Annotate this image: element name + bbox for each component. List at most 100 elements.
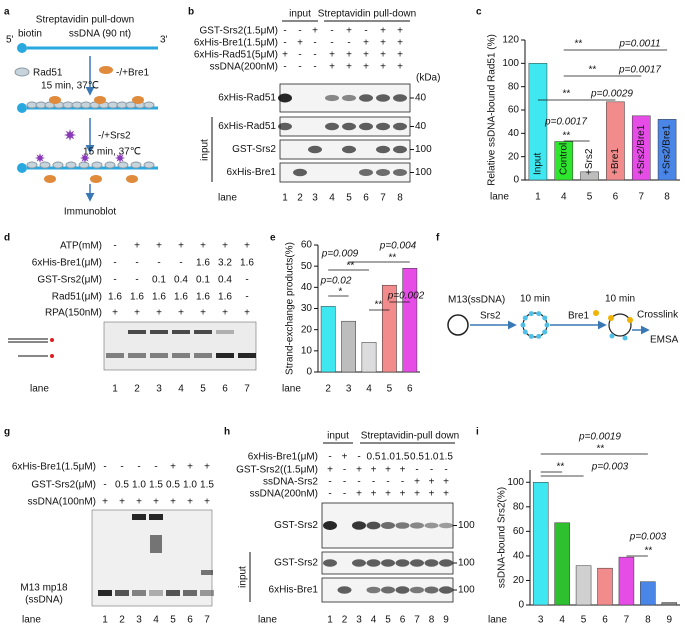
band	[278, 122, 292, 131]
lane-label: lane	[30, 384, 49, 395]
band	[194, 330, 212, 334]
band	[359, 122, 373, 131]
bar	[597, 567, 613, 606]
y-tick-label: 0	[306, 367, 312, 378]
lane-label: lane	[258, 615, 277, 626]
row-value: +	[400, 489, 406, 500]
band	[216, 353, 234, 358]
row-value: 1.6	[108, 292, 122, 303]
blot-label: GST-Srs2	[274, 520, 318, 531]
y-tick-label: 20	[513, 575, 525, 586]
label: Streptavidin-pull down	[361, 431, 459, 442]
x-tick-label: 6	[613, 192, 619, 203]
row-value: +	[187, 462, 193, 473]
row-value: -	[343, 465, 346, 476]
row-value: -	[120, 462, 123, 473]
srs2-dot	[536, 333, 542, 339]
row-label: GST-Srs2((1.5μM)	[236, 465, 318, 476]
row-label: GST-Srs2(μM)	[31, 480, 96, 491]
band	[278, 93, 292, 103]
row-value: +	[329, 50, 335, 61]
row-value: 0.5	[410, 452, 424, 463]
y-tick-label: 40	[301, 282, 313, 293]
row-value: +	[397, 62, 403, 73]
lane-number: 5	[385, 615, 391, 626]
band	[166, 590, 180, 596]
gel	[103, 321, 257, 371]
lane-number: 3	[156, 384, 162, 395]
label: -/+Srs2	[98, 131, 131, 142]
row-value: +	[136, 497, 142, 508]
lane-number: 9	[443, 615, 449, 626]
band	[337, 586, 352, 594]
row-value: +	[244, 241, 250, 252]
row-label: 6xHis-Bre1(1.5μM)	[12, 462, 96, 473]
annotation: **	[562, 89, 571, 100]
row-value: +	[414, 477, 420, 488]
annotation: p=0.002	[387, 291, 425, 302]
bar	[341, 320, 356, 373]
band	[308, 145, 322, 154]
row-value: 1.0	[132, 480, 146, 491]
row-value: +	[327, 465, 333, 476]
row-value: +	[400, 465, 406, 476]
row-value: 0.1	[196, 275, 210, 286]
bar-label: Input	[533, 153, 544, 175]
lane-number: 2	[297, 193, 303, 204]
srs2-dot	[622, 335, 628, 341]
band	[393, 145, 407, 154]
row-value: -	[357, 477, 360, 488]
label: biotin	[18, 29, 42, 40]
row-label: RPA(150nM)	[45, 308, 102, 319]
bar	[532, 482, 549, 606]
rad51-icon	[91, 161, 103, 169]
biotin-bead	[17, 43, 27, 53]
row-value: -	[103, 480, 106, 491]
bar	[320, 306, 336, 373]
row-value: +	[204, 462, 210, 473]
row-value: +	[200, 308, 206, 319]
row-value: 0.1	[152, 275, 166, 286]
band	[323, 559, 337, 567]
label: Streptavidin pull-down	[318, 9, 416, 20]
bar	[575, 565, 592, 606]
x-tick-label: 4	[366, 384, 372, 395]
row-label: GST-Srs2(1.5μM)	[199, 26, 278, 37]
row-value: -	[113, 241, 116, 252]
label-dot	[50, 338, 54, 342]
row-value: -	[364, 26, 367, 37]
row-value: +	[346, 50, 352, 61]
row-label: ssDNA-Srs2	[263, 477, 318, 488]
row-value: +	[178, 308, 184, 319]
band	[325, 94, 339, 102]
band	[128, 330, 146, 334]
y-tick-label: 60	[508, 105, 520, 116]
band	[172, 330, 190, 334]
label: 3'	[160, 35, 168, 46]
band	[132, 514, 146, 520]
y-tick-label: 120	[502, 35, 519, 46]
panel-label: g	[4, 427, 10, 438]
row-value: +	[380, 38, 386, 49]
annotation: **	[644, 546, 653, 557]
blot-label: GST-Srs2	[274, 558, 318, 569]
row-value: +	[222, 308, 228, 319]
x-axis-title: lane	[282, 384, 301, 395]
band	[381, 586, 395, 594]
label: Bre1	[568, 311, 590, 322]
band	[98, 590, 112, 596]
lane-number: 7	[204, 615, 210, 626]
row-value: +	[170, 497, 176, 508]
band	[342, 94, 356, 102]
blot-label: GST-Srs2	[232, 144, 276, 155]
bar	[382, 284, 397, 373]
bar	[606, 101, 625, 181]
row-value: 1.6	[218, 292, 232, 303]
row-value: -	[113, 275, 116, 286]
row-value: 1.6	[240, 258, 254, 269]
panel-label: c	[476, 7, 482, 18]
bre1-dot	[608, 315, 614, 321]
y-tick-label: 0	[518, 600, 524, 611]
x-tick-label: 6	[602, 615, 608, 626]
